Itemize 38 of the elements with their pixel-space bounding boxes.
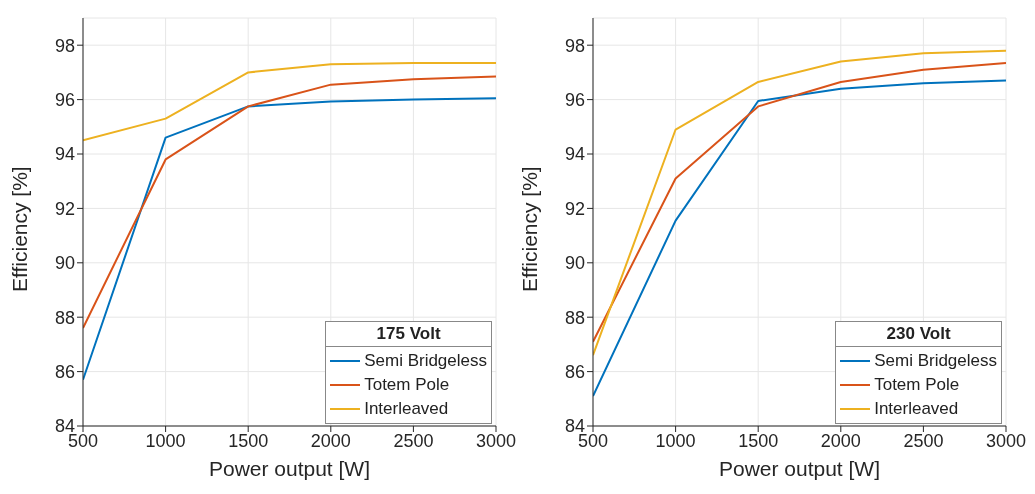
y-tick-label: 94 <box>54 144 75 165</box>
x-tick-label: 1500 <box>738 430 779 451</box>
y-tick-label: 98 <box>54 35 75 56</box>
y-tick-label: 90 <box>564 253 585 274</box>
x-tick-label: 1000 <box>145 430 186 451</box>
x-tick-label: 2500 <box>393 430 434 451</box>
y-tick-label: 94 <box>564 144 585 165</box>
legend-label: Semi Bridgeless <box>874 350 997 372</box>
legend-label: Semi Bridgeless <box>364 350 487 372</box>
y-axis-title: Efficiency [%] <box>518 166 542 292</box>
x-tick-label: 2000 <box>820 430 861 451</box>
x-tick-label: 1500 <box>228 430 269 451</box>
y-axis-title: Efficiency [%] <box>8 166 32 292</box>
legend-label: Interleaved <box>874 398 959 420</box>
y-tick-label: 98 <box>564 35 585 56</box>
line-series <box>593 79 1006 398</box>
y-tick-label: 96 <box>564 89 585 110</box>
y-tick-label: 96 <box>54 89 75 110</box>
x-tick-label: 1000 <box>655 430 696 451</box>
line-series <box>83 61 496 142</box>
x-tick-label: 2000 <box>310 430 351 451</box>
legend-label: Totem Pole <box>364 374 450 396</box>
legend-title: 175 Volt <box>326 322 491 347</box>
x-tick-label: 3000 <box>985 430 1027 451</box>
legend-label: Interleaved <box>364 398 449 420</box>
y-tick-label: 88 <box>564 307 585 328</box>
y-tick-label: 88 <box>54 307 75 328</box>
y-tick-label: 86 <box>54 361 75 382</box>
x-axis-title: Power output [W] <box>718 457 881 480</box>
y-tick-label: 92 <box>54 198 75 219</box>
y-tick-label: 90 <box>54 253 75 274</box>
x-tick-label: 2500 <box>903 430 944 451</box>
y-tick-label: 92 <box>564 198 585 219</box>
legend-label: Totem Pole <box>874 374 960 396</box>
x-axis-title: Power output [W] <box>208 457 371 480</box>
x-tick-label: 3000 <box>475 430 517 451</box>
y-tick-label: 86 <box>564 361 585 382</box>
legend-title: 230 Volt <box>836 322 1001 347</box>
